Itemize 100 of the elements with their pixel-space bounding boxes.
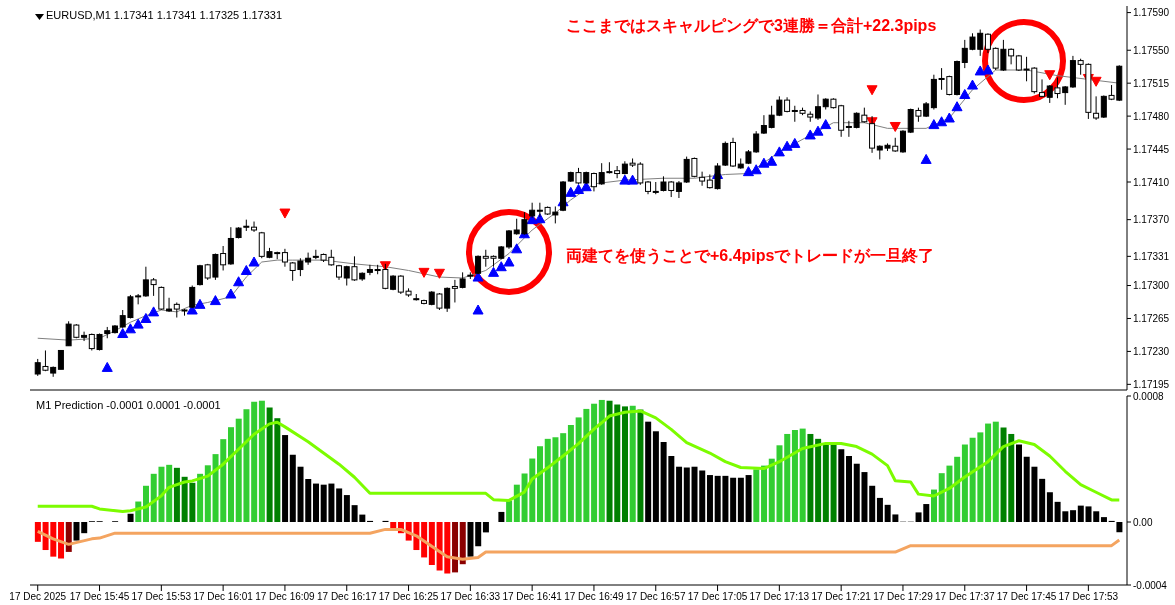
point bbox=[573, 184, 584, 195]
candlestick bbox=[1039, 78, 1046, 98]
y-tick-label: 1.17265 bbox=[1133, 312, 1170, 324]
bar bbox=[34, 522, 41, 542]
annotation: 両建てを使うことで+6.4pipsでトレードが一旦終了 bbox=[566, 246, 935, 267]
bar bbox=[629, 405, 636, 522]
bar bbox=[1046, 492, 1053, 522]
bar bbox=[567, 424, 574, 522]
bar bbox=[992, 421, 999, 522]
x-tick-label: 17 Dec 16:33 bbox=[440, 591, 501, 603]
x-tick-label: 17 Dec 16:57 bbox=[626, 591, 686, 603]
y-tick-label: 0.00 bbox=[1133, 516, 1153, 528]
x-tick-label: 17 Dec 16:41 bbox=[502, 591, 563, 603]
bar bbox=[830, 443, 837, 522]
point bbox=[812, 125, 824, 136]
x-tick-label: 17 Dec 16:17 bbox=[316, 591, 377, 603]
bar bbox=[428, 522, 435, 565]
bar bbox=[683, 467, 690, 522]
point bbox=[433, 268, 445, 279]
x-tick-label: 17 Dec 17:37 bbox=[935, 591, 995, 603]
bar bbox=[846, 456, 853, 522]
bar bbox=[289, 454, 296, 522]
point bbox=[101, 361, 113, 372]
bar bbox=[127, 513, 134, 522]
bar bbox=[753, 469, 760, 522]
bar bbox=[482, 522, 489, 533]
bar bbox=[869, 485, 876, 522]
candlestick bbox=[899, 129, 906, 154]
bar bbox=[197, 473, 204, 522]
y-tick-label: 1.17550 bbox=[1133, 44, 1170, 56]
point bbox=[240, 264, 252, 275]
bar bbox=[143, 485, 150, 522]
chart-title: M1 Prediction -0.0001 0.0001 -0.0001 bbox=[36, 399, 221, 411]
y-tick-label: 1.17410 bbox=[1133, 176, 1170, 188]
bar bbox=[173, 467, 180, 522]
candlestick bbox=[814, 93, 821, 121]
point bbox=[1090, 76, 1102, 87]
point bbox=[117, 328, 129, 339]
y-tick-label: 1.17480 bbox=[1133, 110, 1170, 122]
point bbox=[627, 174, 639, 185]
point bbox=[936, 116, 948, 127]
bar bbox=[791, 430, 798, 522]
point bbox=[766, 155, 778, 166]
bar bbox=[560, 433, 567, 522]
bar bbox=[537, 446, 544, 522]
bar bbox=[1116, 522, 1123, 533]
point bbox=[418, 267, 430, 278]
x-tick-label: 17 Dec 15:53 bbox=[131, 591, 192, 603]
point bbox=[943, 112, 955, 123]
bar bbox=[961, 444, 968, 522]
point bbox=[124, 323, 136, 334]
point bbox=[820, 119, 832, 130]
x-tick-label: 17 Dec 17:53 bbox=[1058, 591, 1119, 603]
bar bbox=[815, 438, 822, 522]
y-tick-label: 1.17445 bbox=[1133, 143, 1170, 155]
chart-title: EURUSD,M1 1.17341 1.17341 1.17325 1.17331 bbox=[46, 9, 283, 21]
bar bbox=[336, 488, 343, 522]
bar bbox=[506, 500, 513, 522]
bar bbox=[838, 449, 845, 522]
x-tick-label: 17 Dec 16:09 bbox=[255, 591, 316, 603]
bar bbox=[1015, 444, 1022, 522]
bar bbox=[730, 477, 737, 522]
bar bbox=[498, 511, 505, 522]
point bbox=[1044, 70, 1056, 81]
point bbox=[503, 256, 515, 267]
point bbox=[488, 266, 500, 277]
x-tick-label: 17 Dec 17:29 bbox=[873, 591, 934, 603]
point bbox=[781, 140, 793, 151]
point bbox=[889, 121, 901, 132]
bar bbox=[343, 495, 350, 522]
bar bbox=[166, 464, 173, 522]
point bbox=[789, 137, 801, 148]
bar bbox=[81, 522, 88, 534]
x-tick-label: 17 Dec 15:45 bbox=[69, 591, 130, 603]
point bbox=[279, 208, 291, 219]
bar bbox=[985, 423, 992, 522]
bar bbox=[822, 443, 829, 522]
bar bbox=[807, 433, 814, 522]
bar bbox=[467, 522, 474, 557]
point bbox=[565, 186, 577, 197]
point bbox=[758, 157, 770, 168]
point bbox=[866, 85, 878, 96]
point bbox=[248, 256, 260, 267]
candlestick bbox=[57, 349, 64, 370]
bar bbox=[954, 456, 961, 522]
point bbox=[959, 88, 971, 99]
bar bbox=[652, 431, 659, 522]
y-tick-label: 1.17515 bbox=[1133, 77, 1170, 89]
point bbox=[804, 129, 816, 140]
bar bbox=[58, 522, 65, 559]
bar bbox=[737, 477, 744, 522]
bar bbox=[676, 466, 683, 522]
x-tick-label: 17 Dec 17:13 bbox=[749, 591, 810, 603]
bar bbox=[452, 522, 459, 573]
bar bbox=[251, 401, 258, 522]
point bbox=[951, 101, 963, 112]
point bbox=[194, 298, 206, 309]
point bbox=[920, 153, 932, 164]
x-tick-label: 17 Dec 16:49 bbox=[564, 591, 625, 603]
y-tick-label: 0.0008 bbox=[1133, 390, 1165, 402]
